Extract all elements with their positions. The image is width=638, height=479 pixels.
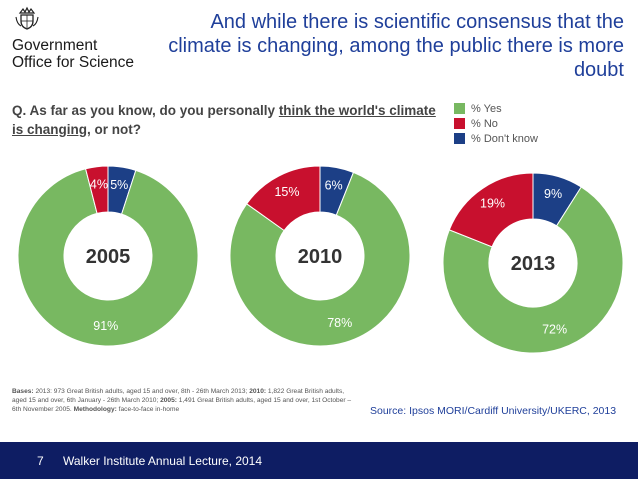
slide-number: 7: [37, 454, 44, 468]
legend-swatch-no: [454, 118, 465, 129]
legend-item-dont-know: % Don't know: [454, 131, 538, 146]
slice-2005-no: [85, 165, 109, 214]
year-label-2013: 2013: [511, 253, 556, 275]
legend-label-yes: % Yes: [471, 102, 502, 115]
year-label-2010: 2010: [298, 246, 343, 268]
slice-label-2013-yes: 72%: [542, 323, 567, 337]
slice-label-2005-yes: 91%: [93, 319, 118, 333]
sample-bases-note: Bases: 2013: 973 Great British adults, a…: [12, 388, 352, 414]
question-prefix: Q. As far as you know, do you personally: [12, 103, 279, 118]
org-name-line2: Office for Science: [12, 54, 135, 71]
question-suffix: , or not?: [87, 122, 142, 137]
footer-text: Walker Institute Annual Lecture, 2014: [63, 454, 263, 468]
gov-logo: Government Office for Science: [12, 6, 152, 71]
legend-item-no: % No: [454, 116, 538, 131]
chart-legend: % Yes % No % Don't know: [454, 101, 538, 146]
slice-label-2013-dont-know: 9%: [544, 187, 562, 201]
royal-crest-icon: [15, 6, 39, 30]
question-underlined: think the world's climate is changing: [12, 103, 436, 137]
legend-swatch-dont-know: [454, 133, 465, 144]
slice-label-2005-dont-know: 5%: [110, 178, 128, 192]
footer-bar: 7 Walker Institute Annual Lecture, 2014: [0, 442, 638, 479]
legend-swatch-yes: [454, 103, 465, 114]
survey-question: Q. As far as you know, do you personally…: [12, 101, 442, 139]
legend-label-dont-know: % Don't know: [471, 132, 538, 145]
org-name-line1: Government: [12, 37, 98, 54]
slice-2013-yes: [442, 186, 624, 354]
year-label-2005: 2005: [86, 246, 131, 268]
slice-2010-yes: [229, 171, 411, 347]
slice-2013-no: [448, 172, 534, 248]
slice-label-2010-dont-know: 6%: [325, 178, 343, 192]
slice-2010-no: [245, 165, 321, 232]
legend-item-yes: % Yes: [454, 101, 538, 116]
slice-label-2010-yes: 78%: [327, 316, 352, 330]
slide-headline: And while there is scientific consensus …: [168, 11, 624, 81]
slice-label-2013-no: 19%: [480, 196, 505, 210]
source-note: Source: Ipsos MORI/Cardiff University/UK…: [370, 405, 617, 417]
slice-label-2010-no: 15%: [274, 185, 299, 199]
legend-label-no: % No: [471, 117, 498, 130]
slice-label-2005-no: 4%: [90, 178, 108, 192]
slice-2005-yes: [17, 168, 199, 347]
